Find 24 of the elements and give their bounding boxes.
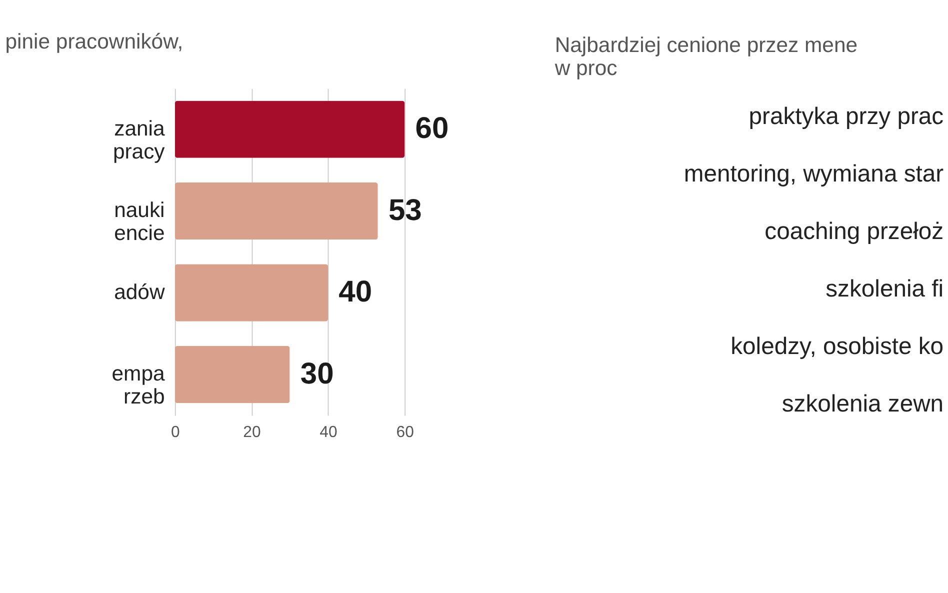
bar xyxy=(174,346,290,404)
y-tick-label: empa rzeb xyxy=(112,362,165,409)
data-label: 53 xyxy=(388,194,422,227)
x-tick-label: 20 xyxy=(243,424,261,441)
text: szkolenia zewn xyxy=(782,390,944,418)
text: coaching przełoż xyxy=(764,218,944,246)
bar xyxy=(174,182,378,240)
text: Najbardziej cenione przez mene w proc xyxy=(554,34,858,80)
chart-title: pinie pracowników, xyxy=(5,30,184,54)
data-label: 30 xyxy=(300,357,334,390)
bar xyxy=(174,100,405,158)
y-tick-label: adów xyxy=(114,280,166,304)
text: koledzy, osobiste ko xyxy=(730,332,944,360)
text: mentoring, wymiana star xyxy=(684,160,944,188)
data-label: 40 xyxy=(338,276,372,309)
x-tick-label: 40 xyxy=(320,424,338,441)
data-label: 60 xyxy=(415,112,449,146)
y-tick-label: nauki encie xyxy=(114,199,165,246)
x-tick-label: 0 xyxy=(170,424,180,441)
bar xyxy=(174,264,328,322)
text: szkolenia fi xyxy=(826,276,944,303)
text: praktyka przy prac xyxy=(748,103,944,130)
y-tick-label: zania pracy xyxy=(112,118,166,164)
x-tick-label: 60 xyxy=(396,424,414,441)
